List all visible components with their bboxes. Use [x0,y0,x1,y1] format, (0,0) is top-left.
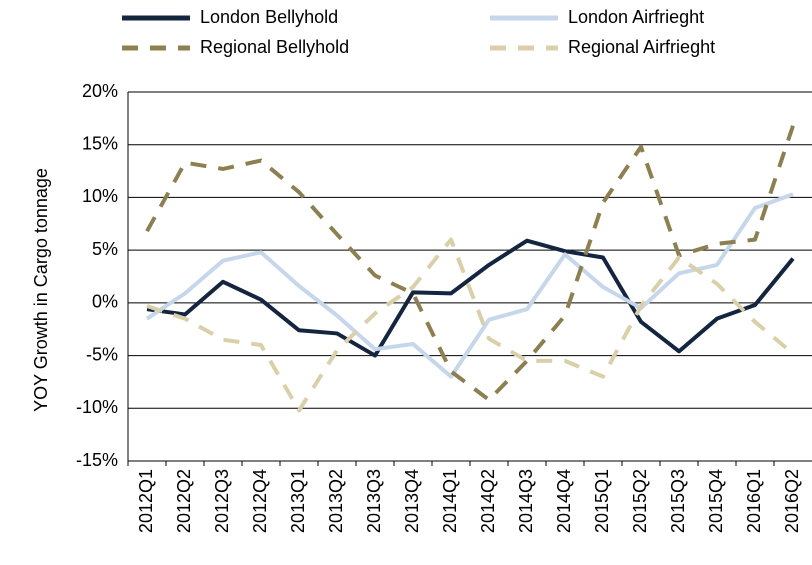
x-tick-label: 2012Q2 [174,469,194,533]
x-tick-label: 2012Q1 [136,469,156,533]
x-tick-label: 2012Q4 [250,469,270,533]
y-tick-label: 5% [92,239,118,259]
y-tick-label: 0% [92,292,118,312]
line [146,237,795,413]
line [146,238,795,358]
y-tick-label: -10% [76,397,118,417]
x-tick-label: 2013Q1 [288,469,308,533]
x-tick-label: 2012Q3 [212,469,232,533]
legend-label: London Airfrieght [568,7,704,27]
y-tick-label: -5% [86,344,118,364]
x-tick-label: 2016Q1 [744,469,764,533]
x-tick-label: 2015Q2 [630,469,650,533]
x-tick-label: 2014Q3 [516,469,536,533]
x-tick-label: 2015Q4 [706,469,726,533]
y-tick-label: 10% [82,186,118,206]
x-tick-label: 2016Q2 [782,469,802,533]
line [145,125,795,402]
legend-label: Regional Bellyhold [200,37,349,57]
legend-label: Regional Airfrieght [568,37,715,57]
x-tick-label: 2013Q3 [364,469,384,533]
y-tick-label: 20% [82,81,118,101]
x-tick-label: 2015Q1 [592,469,612,533]
x-tick-label: 2013Q2 [326,469,346,533]
y-axis-label: YOY Growth in Cargo tonnage [31,168,51,412]
x-tick-label: 2013Q4 [402,469,422,533]
y-tick-label: 15% [82,133,118,153]
y-tick-label: -15% [76,450,118,470]
x-tick-label: 2014Q4 [554,469,574,533]
line [145,192,794,379]
x-tick-label: 2015Q3 [668,469,688,533]
x-tick-label: 2014Q2 [478,469,498,533]
legend-label: London Bellyhold [200,7,338,27]
x-tick-label: 2014Q1 [440,469,460,533]
